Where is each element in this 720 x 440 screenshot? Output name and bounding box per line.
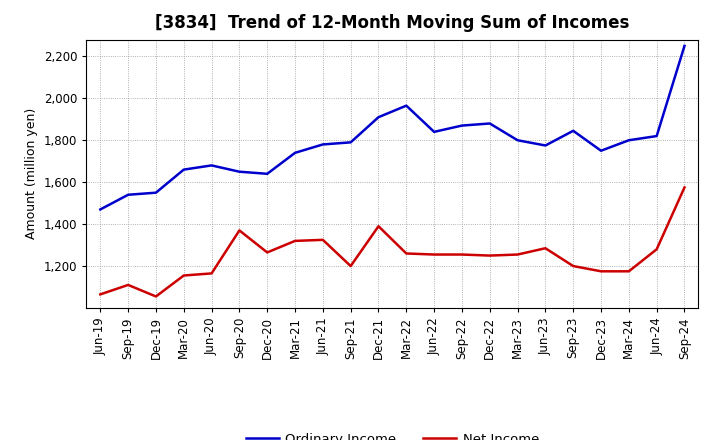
Ordinary Income [430,129,438,135]
Ordinary Income [263,171,271,176]
Net Income [124,282,132,288]
Legend: Ordinary Income, Net Income: Ordinary Income, Net Income [240,427,544,440]
Line: Ordinary Income: Ordinary Income [100,46,685,209]
Net Income [96,292,104,297]
Ordinary Income [402,103,410,108]
Ordinary Income [374,114,383,120]
Net Income [179,273,188,278]
Ordinary Income [513,138,522,143]
Ordinary Income [346,140,355,145]
Ordinary Income [235,169,243,174]
Ordinary Income [124,192,132,198]
Net Income [318,237,327,242]
Ordinary Income [485,121,494,126]
Line: Net Income: Net Income [100,187,685,297]
Ordinary Income [318,142,327,147]
Net Income [485,253,494,258]
Title: [3834]  Trend of 12-Month Moving Sum of Incomes: [3834] Trend of 12-Month Moving Sum of I… [156,15,629,33]
Net Income [152,294,161,299]
Net Income [235,228,243,233]
Net Income [430,252,438,257]
Ordinary Income [569,128,577,133]
Net Income [541,246,550,251]
Ordinary Income [207,163,216,168]
Net Income [291,238,300,243]
Net Income [680,185,689,190]
Net Income [597,269,606,274]
Net Income [374,224,383,229]
Net Income [652,247,661,252]
Ordinary Income [179,167,188,172]
Ordinary Income [541,143,550,148]
Y-axis label: Amount (million yen): Amount (million yen) [25,108,38,239]
Ordinary Income [152,190,161,195]
Net Income [458,252,467,257]
Ordinary Income [597,148,606,154]
Ordinary Income [624,138,633,143]
Net Income [263,250,271,255]
Net Income [346,264,355,269]
Net Income [513,252,522,257]
Ordinary Income [680,43,689,48]
Ordinary Income [652,133,661,139]
Net Income [569,264,577,269]
Net Income [624,269,633,274]
Ordinary Income [458,123,467,128]
Ordinary Income [96,207,104,212]
Net Income [207,271,216,276]
Net Income [402,251,410,256]
Ordinary Income [291,150,300,155]
